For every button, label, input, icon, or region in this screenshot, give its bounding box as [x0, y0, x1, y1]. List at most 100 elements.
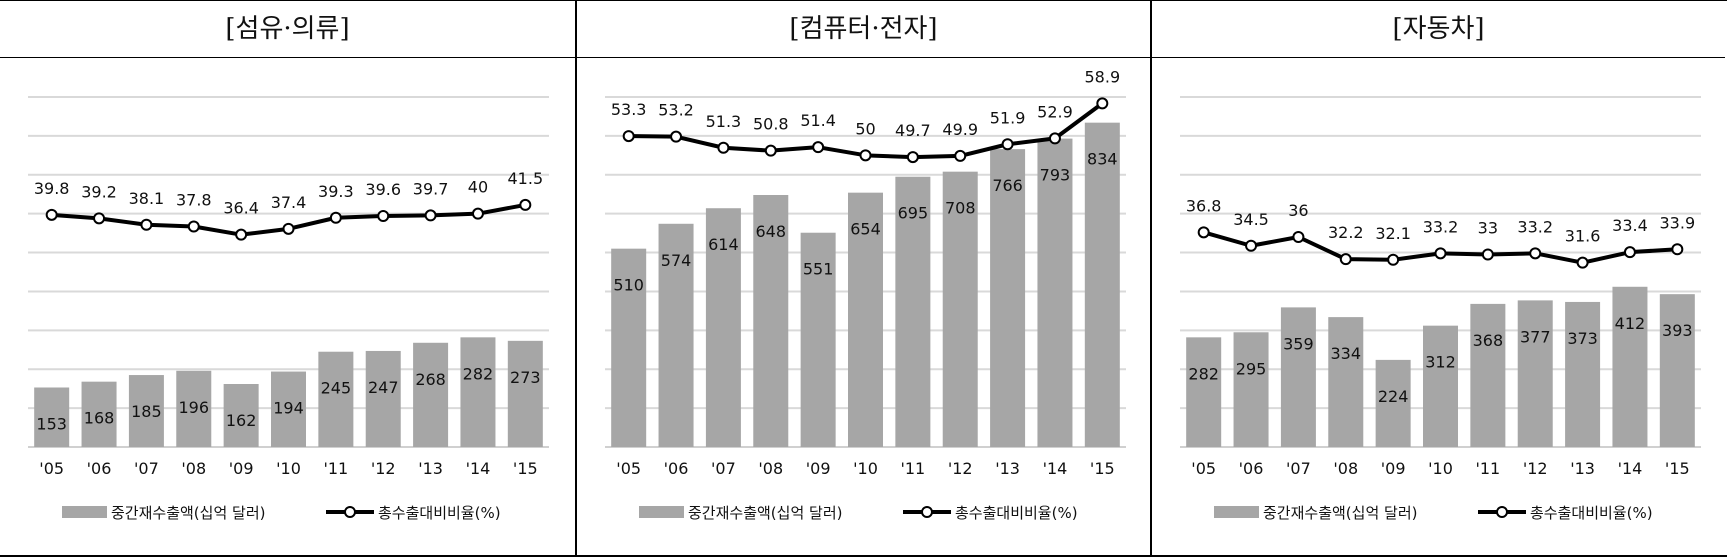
- bar-data-label: 247: [368, 378, 399, 397]
- bar: [1186, 337, 1222, 447]
- x-tick-label: '05: [39, 459, 64, 478]
- line-data-label: 36: [1288, 201, 1308, 220]
- x-tick-label: '08: [1333, 459, 1358, 478]
- line-data-label: 37.8: [176, 191, 212, 210]
- x-tick-label: '12: [1523, 459, 1548, 478]
- line-marker: [1434, 247, 1447, 260]
- x-tick-label: '09: [1381, 459, 1406, 478]
- x-tick-label: '12: [948, 459, 973, 478]
- bar-data-label: 648: [755, 222, 786, 241]
- line-data-label: 51.3: [706, 112, 742, 131]
- chart-panel-textiles: [섬유·의류] 153 '05 168 '06 185 '07 196 '08 162 '09 19…: [0, 1, 575, 555]
- line-data-label: 34.5: [1233, 210, 1269, 229]
- x-tick-label: '09: [229, 459, 254, 478]
- bar-data-label: 268: [415, 370, 446, 389]
- bar-data-label: 245: [321, 379, 352, 398]
- line-marker: [377, 210, 390, 222]
- x-tick-label: '10: [276, 459, 301, 478]
- x-tick-label: '13: [418, 459, 443, 478]
- chart-svg: 153 '05 168 '06 185 '07 196 '08 162 '09 194 '10 245 '…: [28, 96, 549, 522]
- bar: [990, 149, 1026, 447]
- line-marker: [187, 220, 200, 233]
- line-data-label: 49.9: [942, 120, 978, 139]
- bar-data-label: 766: [992, 176, 1023, 195]
- line-data-label: 33.2: [1423, 217, 1459, 236]
- bar-data-label: 153: [36, 415, 67, 434]
- x-tick-label: '09: [806, 459, 831, 478]
- bar-data-label: 295: [1236, 359, 1267, 378]
- bar: [895, 176, 931, 447]
- bar: [365, 350, 401, 447]
- x-tick-label: '14: [1618, 459, 1643, 478]
- bar-data-label: 510: [613, 276, 644, 295]
- x-tick-label: '11: [900, 459, 925, 478]
- line-data-label: 31.6: [1565, 227, 1601, 246]
- bar-data-label: 654: [850, 220, 881, 239]
- legend-bar-swatch: [62, 506, 107, 518]
- bar-data-label: 273: [510, 368, 541, 387]
- x-tick-label: '14: [466, 459, 491, 478]
- line-marker: [1001, 138, 1014, 151]
- bar-data-label: 359: [1283, 334, 1314, 353]
- line-marker: [519, 198, 532, 211]
- line-marker: [140, 218, 153, 231]
- bar: [223, 384, 259, 447]
- x-tick-label: '10: [1428, 459, 1453, 478]
- bar: [1612, 286, 1648, 447]
- line-marker: [812, 141, 825, 154]
- line-data-label: 53.2: [658, 101, 694, 120]
- line-data-label: 33.4: [1612, 216, 1648, 235]
- line-marker: [1481, 248, 1494, 261]
- bar-data-label: 574: [661, 251, 692, 270]
- x-tick-label: '06: [664, 459, 689, 478]
- line-marker: [1529, 247, 1542, 260]
- bar: [460, 337, 496, 447]
- bar: [611, 248, 647, 447]
- line-data-label: 32.2: [1328, 223, 1364, 242]
- x-tick-label: '13: [995, 459, 1020, 478]
- x-tick-label: '13: [1570, 459, 1595, 478]
- line-data-label: 58.9: [1085, 67, 1121, 86]
- line-data-label: 33: [1478, 219, 1498, 238]
- line-data-label: 40: [468, 178, 488, 197]
- bar: [705, 208, 741, 447]
- line-marker: [424, 209, 437, 222]
- bar: [800, 232, 836, 447]
- legend-bar-swatch: [1214, 506, 1259, 518]
- line-data-label: 32.1: [1375, 224, 1411, 243]
- line-marker: [93, 212, 106, 225]
- chart-title: [컴퓨터·전자]: [577, 1, 1150, 58]
- chart-panel-electronics: [컴퓨터·전자] 510 '05 574 '06 614 '07 648 '08 551 '09 6…: [575, 1, 1150, 555]
- line-data-label: 33.9: [1660, 213, 1696, 232]
- bar-data-label: 368: [1473, 331, 1504, 350]
- bar: [658, 223, 694, 447]
- line-data-label: 36.8: [1186, 196, 1222, 215]
- legend-bar-label: 중간재수출액(십억 달러): [111, 504, 265, 522]
- bar-data-label: 194: [273, 399, 304, 418]
- line-marker: [1387, 253, 1400, 266]
- line-data-label: 37.4: [271, 193, 307, 212]
- legend-line-label: 총수출대비비율(%): [1530, 504, 1653, 522]
- line-marker: [670, 130, 683, 143]
- bar: [1233, 332, 1269, 447]
- line-marker: [1623, 246, 1636, 259]
- bar-data-label: 224: [1378, 387, 1409, 406]
- legend-bar-swatch: [639, 506, 684, 518]
- x-tick-label: '06: [87, 459, 112, 478]
- bar: [1084, 122, 1120, 448]
- line-marker: [1048, 132, 1061, 145]
- line-marker: [45, 208, 58, 221]
- line-marker: [282, 222, 295, 235]
- bar: [1659, 294, 1695, 447]
- bar: [271, 371, 306, 447]
- bar-data-label: 614: [708, 235, 739, 254]
- line-marker: [906, 151, 919, 164]
- bar-data-label: 334: [1330, 344, 1361, 363]
- x-tick-label: '15: [1665, 459, 1690, 478]
- bar-data-label: 708: [945, 199, 976, 218]
- x-tick-label: '10: [853, 459, 878, 478]
- line-data-label: 39.7: [413, 179, 449, 198]
- line-marker: [471, 207, 484, 220]
- line-data-label: 38.1: [129, 189, 165, 208]
